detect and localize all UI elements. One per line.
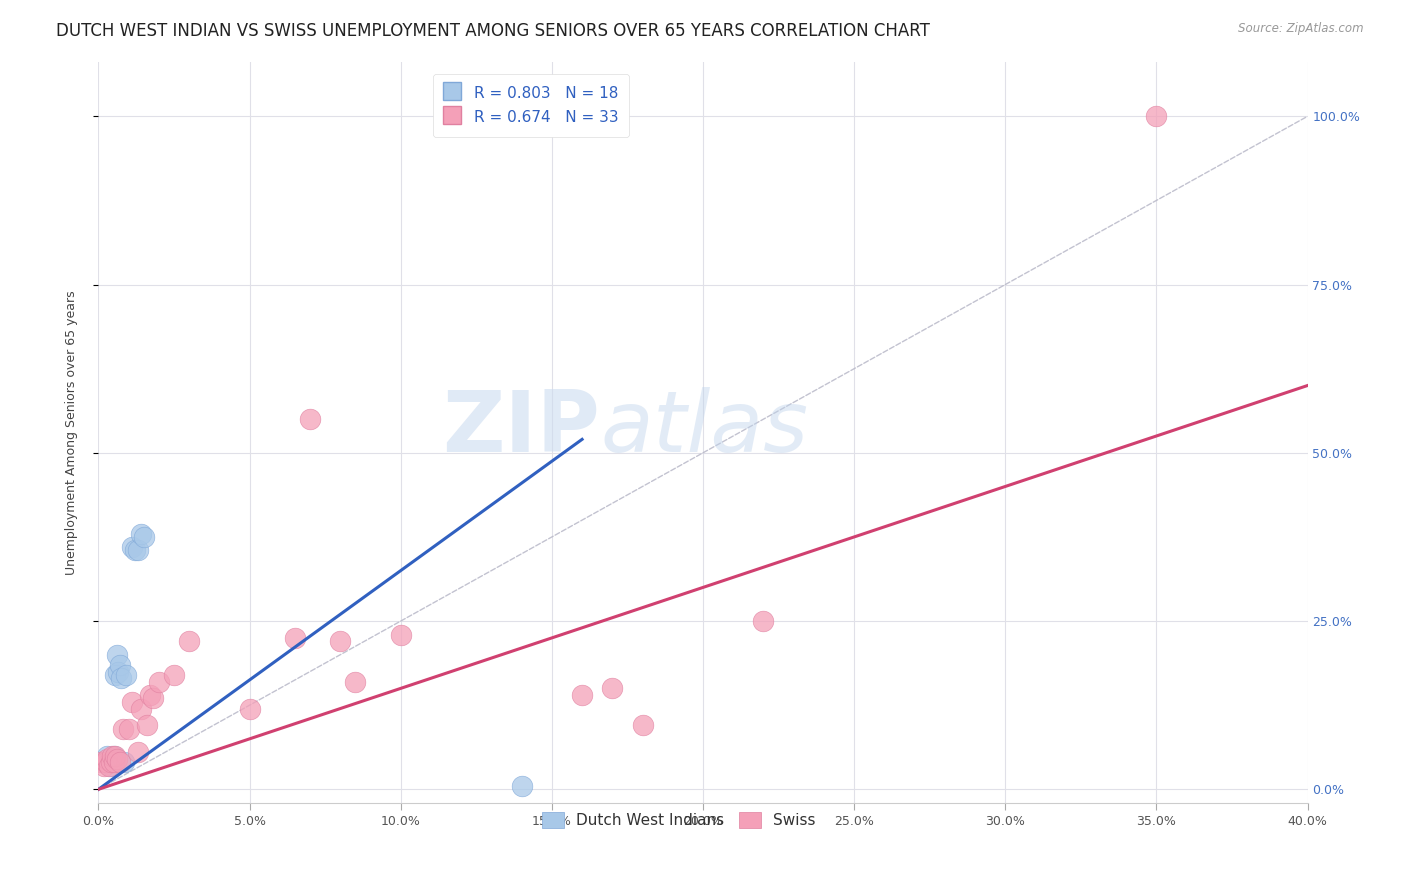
Point [93,758,115,772]
Point [107,665,129,679]
Text: ZIP: ZIP [443,387,600,470]
Point [110,671,132,685]
Point [163,668,186,682]
Point [129,526,152,541]
Point [98,758,121,772]
Point [135,718,157,732]
Point [101,748,124,763]
Point [93,756,115,770]
Point [108,657,131,672]
Point [148,674,170,689]
Point [121,695,143,709]
Point [100,756,122,770]
Point [571,688,593,702]
Legend: Dutch West Indians, Swiss: Dutch West Indians, Swiss [534,805,823,836]
Point [127,745,149,759]
Point [94,756,117,770]
Point [105,648,128,662]
Y-axis label: Unemployment Among Seniors over 65 years: Unemployment Among Seniors over 65 years [65,290,77,575]
Point [100,758,122,772]
Text: DUTCH WEST INDIAN VS SWISS UNEMPLOYMENT AMONG SENIORS OVER 65 YEARS CORRELATION : DUTCH WEST INDIAN VS SWISS UNEMPLOYMENT … [56,22,931,40]
Point [121,540,143,554]
Point [299,412,322,426]
Point [90,756,112,770]
Point [389,627,412,641]
Point [510,779,533,793]
Point [239,701,262,715]
Point [329,634,352,648]
Point [129,701,152,715]
Point [752,614,775,628]
Point [142,691,165,706]
Point [112,756,135,770]
Point [96,752,118,766]
Point [284,631,307,645]
Point [108,756,131,770]
Point [104,748,127,763]
Point [96,748,118,763]
Point [105,752,128,766]
Point [114,668,136,682]
Point [127,543,149,558]
Point [103,748,125,763]
Point [179,634,201,648]
Point [344,674,367,689]
Text: Source: ZipAtlas.com: Source: ZipAtlas.com [1239,22,1364,36]
Point [111,722,134,736]
Point [1146,109,1168,123]
Point [118,722,141,736]
Point [132,530,155,544]
Point [139,688,162,702]
Point [103,756,125,770]
Text: atlas: atlas [600,387,808,470]
Point [631,718,654,732]
Point [124,543,146,558]
Point [104,668,127,682]
Point [101,756,124,770]
Point [602,681,624,696]
